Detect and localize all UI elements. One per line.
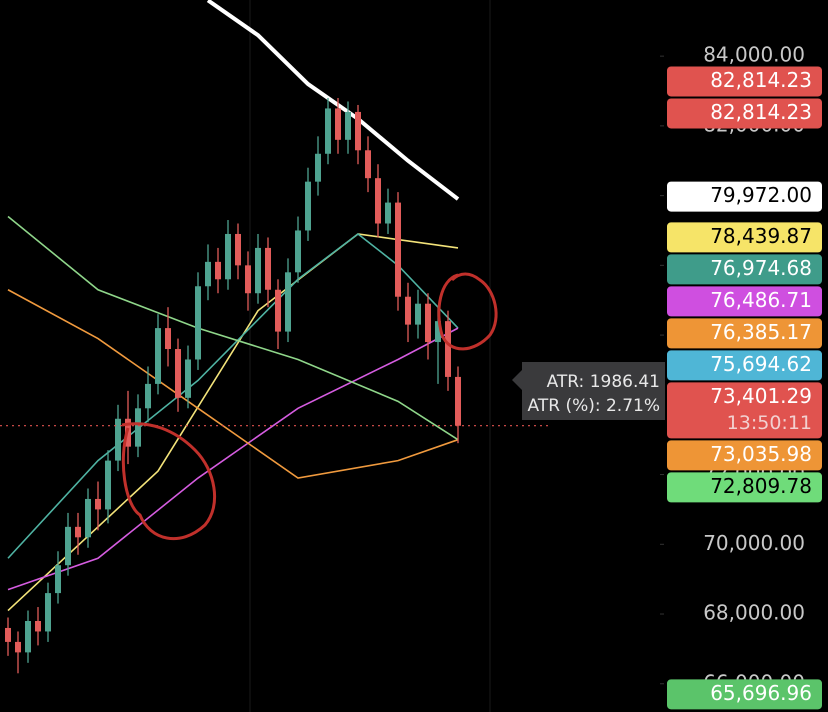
price-tag — [667, 254, 822, 285]
candle-body — [435, 321, 441, 343]
tooltip: ATR: 1986.41 ATR (%): 2.71% — [512, 362, 665, 420]
candle-body — [455, 376, 461, 426]
candle-body — [165, 328, 171, 350]
plot-area — [0, 0, 548, 674]
tooltip-text: ATR (%): 2.71% — [528, 396, 660, 416]
candle-body — [445, 321, 451, 377]
candle-body — [385, 202, 391, 224]
countdown: 13:50:11 — [727, 412, 812, 434]
candle-body — [35, 620, 41, 632]
price-tag — [667, 350, 822, 381]
candle-body — [155, 328, 161, 384]
tooltip-box — [512, 362, 665, 420]
candle-body — [335, 108, 341, 140]
candle-body — [5, 627, 11, 642]
price-tag-label: 72,809.78 — [710, 474, 812, 498]
price-tag — [667, 318, 822, 349]
candle-body — [175, 349, 181, 398]
price-tag-label: 79,972.00 — [710, 183, 812, 207]
price-tag — [667, 286, 822, 317]
indicator-line — [7, 289, 459, 479]
price-tag-label: 76,974.68 — [710, 256, 812, 280]
candle-body — [425, 303, 431, 343]
price-tag — [667, 382, 822, 439]
candle-body — [105, 460, 111, 510]
candle-body — [325, 108, 331, 154]
candle-body — [185, 359, 191, 398]
price-tags: 82,814.23 82,814.23 79,972.00 78,439.87 76,9… — [549, 66, 822, 710]
price-tag — [667, 181, 822, 212]
price-tag-label: 65,696.96 — [710, 681, 812, 705]
candle-body — [115, 418, 121, 461]
candle-body — [135, 408, 141, 447]
candle-body — [275, 289, 281, 332]
candle-body — [285, 272, 291, 332]
candle-body — [305, 181, 311, 231]
hand-drawn-circle — [121, 422, 217, 541]
price-tag-label: 73,035.98 — [710, 442, 812, 466]
indicator-line — [7, 215, 459, 441]
price-tag-label: 78,439.87 — [710, 224, 812, 248]
candle-body — [215, 261, 221, 280]
price-tag-label: 76,486.71 — [710, 288, 812, 312]
price-tag-label: 82,814.23 — [710, 100, 812, 124]
price-tag — [667, 98, 822, 129]
candle-body — [395, 202, 401, 297]
candle-body — [145, 383, 151, 409]
candle-body — [25, 620, 31, 653]
candle-body — [55, 565, 61, 594]
candle-body — [315, 153, 321, 182]
candle-body — [365, 150, 371, 179]
price-tag-label: 73,401.29 — [710, 384, 812, 408]
candle-body — [295, 230, 301, 273]
candle-body — [65, 526, 71, 566]
candle-body — [355, 111, 361, 151]
y-tick-label: 70,000.00 — [703, 531, 805, 555]
candle-body — [415, 303, 421, 325]
indicator-line — [206, 0, 460, 201]
price-tag-label: 76,385.17 — [710, 320, 812, 344]
price-tag — [667, 679, 822, 710]
tooltip-text: ATR: 1986.41 — [547, 372, 660, 392]
price-tag — [667, 66, 822, 97]
price-tag — [667, 222, 822, 253]
price-tag — [667, 472, 822, 503]
candle-body — [235, 233, 241, 266]
candle-body — [75, 526, 81, 538]
y-tick-label: 84,000.00 — [703, 43, 805, 67]
candle-body — [85, 498, 91, 538]
candle-body — [225, 233, 231, 280]
candle-body — [195, 286, 201, 360]
candle-body — [45, 593, 51, 632]
candle-body — [245, 265, 251, 294]
candle-body — [375, 178, 381, 224]
hand-drawn-circle — [437, 272, 498, 351]
y-tick-label: 68,000.00 — [703, 601, 805, 625]
candle-body — [205, 261, 211, 287]
price-tag — [667, 440, 822, 471]
candle-body — [15, 641, 21, 653]
price-tag-label: 75,694.62 — [710, 352, 812, 376]
candle-body — [405, 296, 411, 325]
candle-body — [95, 498, 101, 510]
price-tag-label: 82,814.23 — [710, 68, 812, 92]
candle-body — [265, 247, 271, 290]
candle-body — [255, 247, 261, 294]
candle-body — [345, 111, 351, 140]
